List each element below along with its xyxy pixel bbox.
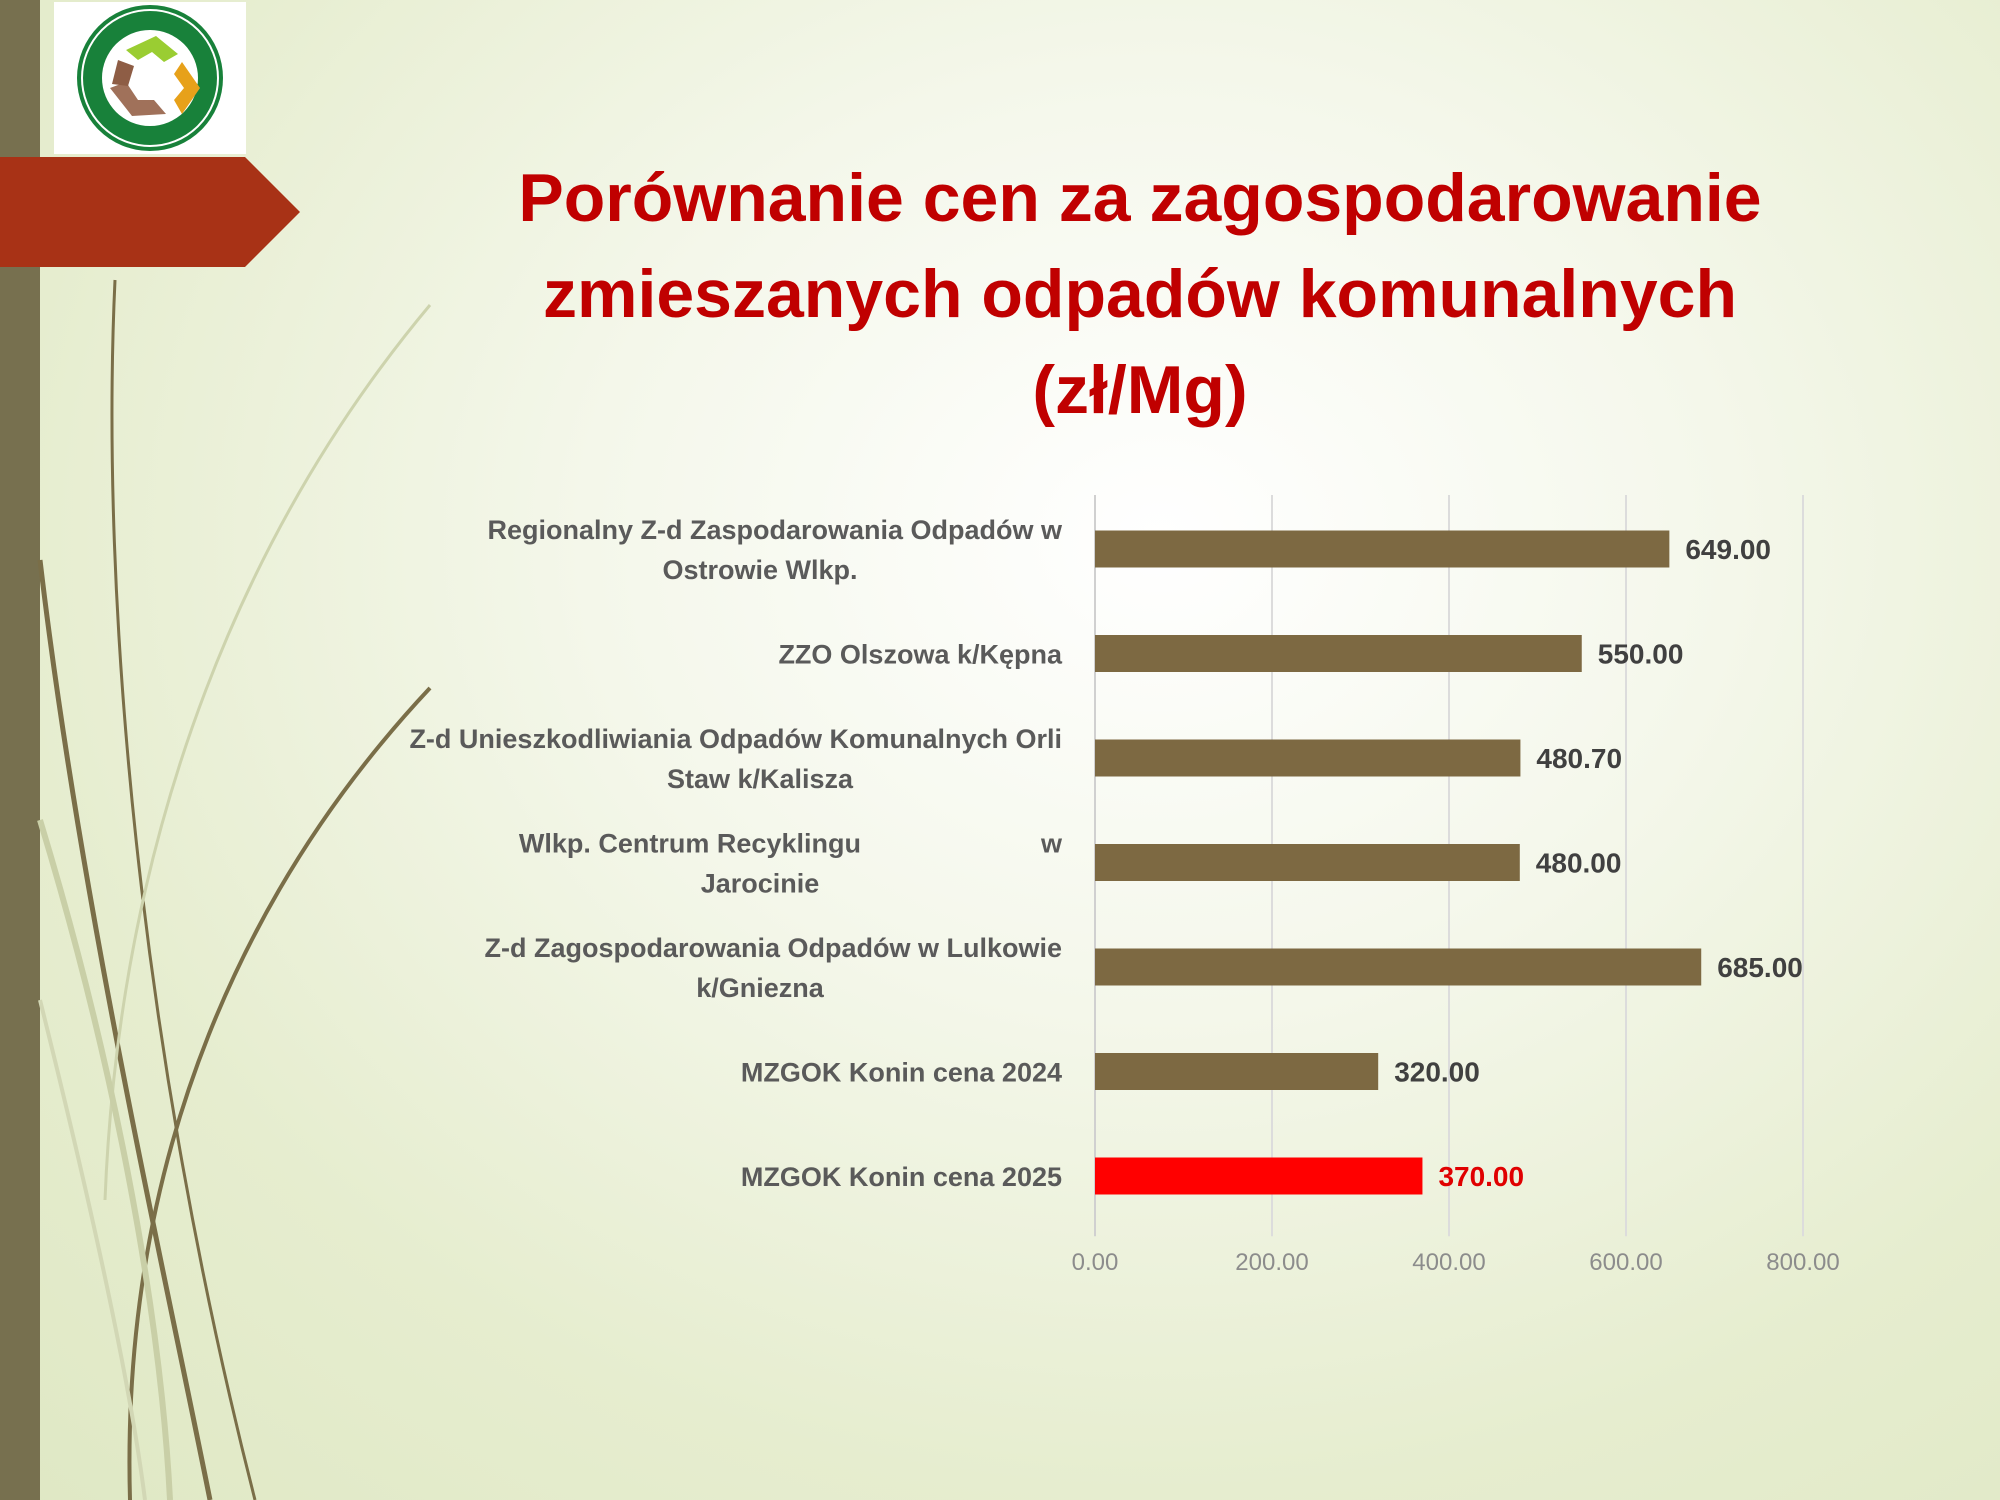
x-tick-label: 0.00 <box>1072 1249 1119 1276</box>
title-line-3: (zł/Mg) <box>1032 352 1248 428</box>
x-tick-label: 400.00 <box>1412 1249 1485 1276</box>
recycle-logo-icon <box>77 5 223 151</box>
x-tick-label: 800.00 <box>1766 1249 1839 1276</box>
data-label: 480.00 <box>1536 848 1622 879</box>
bar <box>1095 530 1670 568</box>
data-label: 550.00 <box>1598 639 1684 670</box>
category-label: MZGOK Konin cena 2025 <box>741 1162 1062 1192</box>
company-logo <box>54 2 246 154</box>
x-tick-label: 600.00 <box>1589 1249 1662 1276</box>
category-label: ZZO Olszowa k/Kępna <box>778 640 1063 670</box>
bar <box>1095 948 1702 986</box>
bar <box>1095 635 1582 672</box>
bar <box>1095 739 1521 777</box>
bar <box>1095 1157 1423 1195</box>
category-label: MZGOK Konin cena 2024 <box>741 1058 1062 1088</box>
category-label: Z-d Zagospodarowania Odpadów w Lulkowie <box>484 933 1062 963</box>
title-line-2: zmieszanych odpadów komunalnych <box>542 256 1738 332</box>
x-tick-label: 200.00 <box>1235 1249 1308 1276</box>
data-label: 370.00 <box>1438 1161 1524 1192</box>
bar <box>1095 844 1520 881</box>
bar <box>1095 1053 1379 1090</box>
data-label: 480.70 <box>1536 743 1622 774</box>
data-label: 685.00 <box>1717 952 1803 983</box>
title-line-1: Porównanie cen za zagospodarowanie <box>518 160 1762 236</box>
category-label: Wlkp. Centrum Recyklingu w <box>519 829 1063 859</box>
category-label: Z-d Unieszkodliwiania Odpadów Komunalnyc… <box>409 724 1062 754</box>
category-label: Staw k/Kalisza <box>667 764 854 794</box>
category-label: Regionalny Z-d Zaspodarowania Odpadów w <box>487 515 1063 545</box>
data-label: 649.00 <box>1685 534 1771 565</box>
data-label: 320.00 <box>1394 1057 1480 1088</box>
category-label: Jarocinie <box>701 869 820 899</box>
category-label: Ostrowie Wlkp. <box>662 555 857 585</box>
page-title: Porównanie cen za zagospodarowanie zmies… <box>440 150 1840 438</box>
category-label: k/Gniezna <box>696 973 825 1003</box>
arrow-band <box>0 157 300 267</box>
